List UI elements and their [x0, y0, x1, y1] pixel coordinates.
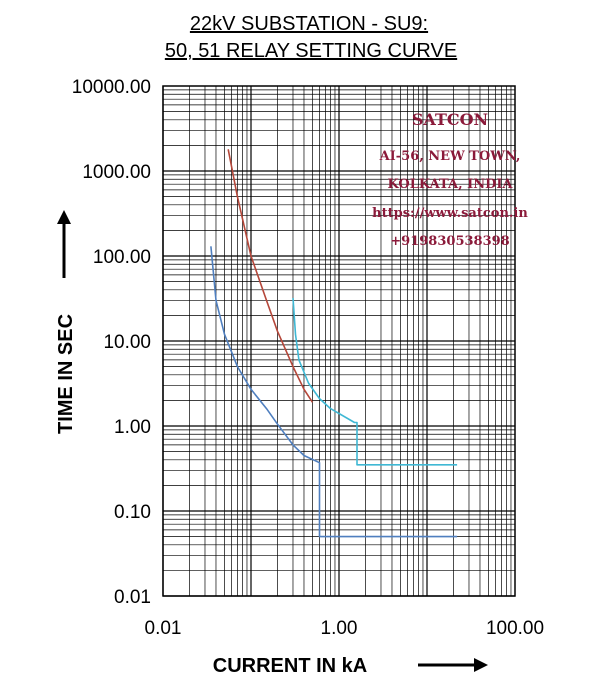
plot-grid [162, 86, 515, 597]
y-tick-label-3: 10.00 [103, 332, 151, 353]
y-tick-label-6: 10000.00 [72, 77, 151, 98]
annotation-2: KOLKATA, INDIA [387, 177, 513, 192]
y-tick-label-0: 0.01 [114, 587, 151, 608]
annotation-4: +919830538398 [390, 234, 509, 249]
chart-title-line2: 50, 51 RELAY SETTING CURVE [165, 40, 457, 62]
watermark-annotations: SATCON AI-56, NEW TOWN, KOLKATA, INDIA http… [372, 110, 528, 249]
series-line-2 [292, 298, 458, 466]
x-tick-label-2: 100.00 [486, 618, 544, 639]
annotation-3: https://www.satcon.in [372, 206, 528, 221]
y-axis-arrow-icon [57, 210, 71, 278]
x-tick-label-0: 0.01 [145, 618, 182, 639]
x-axis-arrow-icon [418, 658, 488, 672]
y-axis-label: TIME IN SEC [55, 314, 77, 434]
x-axis-label: CURRENT IN kA [213, 655, 367, 677]
plot-frame [162, 85, 516, 597]
annotation-1: AI-56, NEW TOWN, [379, 149, 521, 164]
chart-title-line1: 22kV SUBSTATION - SU9: [190, 13, 428, 35]
x-tick-labels: 0.01 1.00 100.00 [145, 618, 545, 639]
annotation-0: SATCON [412, 110, 488, 129]
y-tick-label-5: 1000.00 [82, 162, 151, 183]
y-tick-labels: 0.01 0.10 1.00 10.00 100.00 1000.00 10000.00 [72, 77, 151, 608]
y-tick-label-2: 1.00 [114, 417, 151, 438]
series-line-1 [227, 149, 314, 403]
plot-series [210, 149, 458, 538]
series-line-0 [210, 246, 458, 538]
y-tick-label-4: 100.00 [93, 247, 151, 268]
y-tick-label-1: 0.10 [114, 502, 151, 523]
x-tick-label-1: 1.00 [321, 618, 358, 639]
